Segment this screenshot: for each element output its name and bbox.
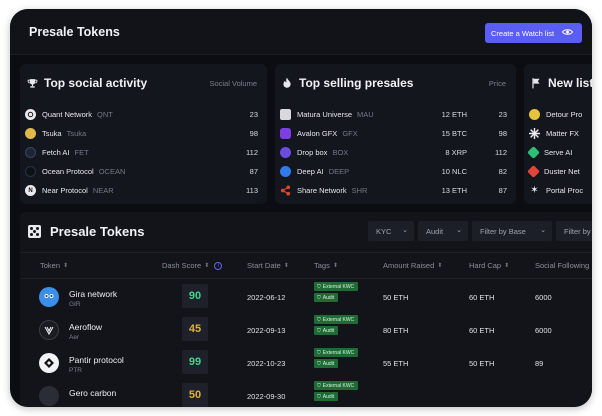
matter-icon — [529, 128, 540, 139]
detour-icon — [529, 109, 540, 120]
sort-icon: ⬍ — [504, 263, 510, 269]
sort-icon: ⬍ — [437, 263, 443, 269]
table-row[interactable]: Pantir protocol PTR 99 2022-10-23 ⛉ Exter… — [20, 346, 592, 379]
audit-filter[interactable]: Audit ⌄ — [418, 221, 468, 241]
list-item[interactable]: Matura Universe MAU 12 ETH 23 — [280, 105, 507, 124]
ocean-icon — [25, 166, 36, 177]
trophy-icon — [26, 77, 38, 89]
presale-tokens-panel: Presale Tokens KYC ⌄ Audit ⌄ Filter by Bas… — [20, 212, 592, 407]
table-title: Presale Tokens — [50, 224, 145, 239]
new-list-card: New list Detour Pro Matter FX Serve AI D… — [524, 64, 592, 204]
duster-icon — [527, 165, 540, 178]
sort-icon: ⬍ — [63, 263, 69, 269]
column-header-amount-raised[interactable]: Amount Raised ⬍ — [383, 261, 443, 270]
top-selling-presales-card: Top selling presales Price Matura Univer… — [275, 64, 516, 204]
flame-icon — [281, 77, 293, 89]
create-watchlist-button[interactable]: Create a Watch list — [485, 23, 582, 43]
shield-icon: ⛉ — [317, 360, 321, 367]
gira-icon — [39, 287, 59, 307]
app-window: Presale Tokens Create a Watch list Top s… — [10, 9, 592, 407]
tag-audit: ⛉ Audit — [314, 392, 339, 401]
shield-icon: ⛉ — [317, 316, 321, 323]
pantir-icon — [39, 353, 59, 373]
shield-icon: ⛉ — [317, 382, 321, 389]
dash-score: 99 — [182, 350, 208, 374]
table-row[interactable]: Aeroflow Aer 45 2022-09-13 ⛉ External KWC… — [20, 313, 592, 346]
aeroflow-icon — [39, 320, 59, 340]
tag-audit: ⛉ Audit — [314, 326, 339, 335]
tag-external-kwc: ⛉ External KWC — [314, 315, 359, 324]
flag-icon — [530, 77, 542, 89]
chevron-down-icon: ⌄ — [540, 227, 546, 234]
top-bar: Presale Tokens Create a Watch list — [10, 9, 592, 55]
shield-icon: ⛉ — [317, 327, 321, 334]
dropbox-icon — [280, 147, 291, 158]
card-title: Top social activity — [44, 76, 148, 90]
top-social-activity-card: Top social activity Social Volume Quant … — [20, 64, 267, 204]
shield-icon: ⛉ — [317, 283, 321, 290]
tsuka-icon — [25, 128, 36, 139]
list-item[interactable]: Drop box BOX 8 XRP 112 — [280, 143, 507, 162]
serve-icon — [527, 146, 540, 159]
list-item[interactable]: Share Network SHR 13 ETH 87 — [280, 181, 507, 200]
card-column-label: Social Volume — [209, 78, 257, 88]
quant-icon — [25, 109, 36, 120]
avalon-icon — [280, 128, 291, 139]
list-item[interactable]: Deep AI DEEP 10 NLC 82 — [280, 162, 507, 181]
share-network-icon — [280, 185, 291, 196]
list-item[interactable]: Tsuka Tsuka 98 — [25, 124, 258, 143]
tag-external-kwc: ⛉ External KWC — [314, 282, 359, 291]
near-icon: N — [25, 185, 36, 196]
list-item[interactable]: N Near Protocol NEAR 113 — [25, 181, 258, 200]
table-row[interactable]: Gero carbon 50 2022-09-30 ⛉ External KWC … — [20, 379, 592, 407]
table-row[interactable]: Gira network GIR 90 2022-06-12 ⛉ External… — [20, 280, 592, 313]
fetch-icon — [25, 147, 36, 158]
card-title: New list — [548, 76, 592, 90]
tag-audit: ⛉ Audit — [314, 293, 339, 302]
list-item[interactable]: Fetch AI FET 112 — [25, 143, 258, 162]
shield-icon: ⛉ — [317, 294, 321, 301]
list-item[interactable]: Quant Network QNT 23 — [25, 105, 258, 124]
column-header-token[interactable]: Token ⬍ — [40, 261, 69, 270]
shield-icon: ⛉ — [317, 393, 321, 400]
page-title: Presale Tokens — [29, 25, 120, 39]
sort-icon: ⬍ — [283, 263, 289, 269]
tag-external-kwc: ⛉ External KWC — [314, 381, 359, 390]
list-item[interactable]: Avalon GFX GFX 15 BTC 98 — [280, 124, 507, 143]
gero-icon — [39, 386, 59, 406]
list-item[interactable]: Ocean Protocol OCEAN 87 — [25, 162, 258, 181]
sort-icon: ⬍ — [332, 263, 338, 269]
deep-ai-icon — [280, 166, 291, 177]
sort-icon: ⬍ — [204, 263, 210, 269]
column-header-dash-score[interactable]: Dash Score ⬍ i — [162, 261, 223, 270]
chevron-down-icon: ⌄ — [402, 227, 408, 234]
base-filter[interactable]: Filter by Base ⌄ — [472, 221, 552, 241]
eye-icon — [561, 28, 574, 38]
matura-icon — [280, 109, 291, 120]
list-item[interactable]: Detour Pro — [529, 105, 592, 124]
column-header-social-following[interactable]: Social Following — [535, 261, 590, 270]
list-item[interactable]: Matter FX — [529, 124, 592, 143]
shield-icon: ⛉ — [317, 349, 321, 356]
tag-external-kwc: ⛉ External KWC — [314, 348, 359, 357]
chevron-down-icon: ⌄ — [456, 227, 462, 234]
column-header-hard-cap[interactable]: Hard Cap ⬍ — [469, 261, 510, 270]
info-icon[interactable]: i — [214, 261, 223, 270]
dash-score: 90 — [182, 284, 208, 308]
dice-icon — [28, 225, 41, 238]
portal-icon: ✶ — [530, 185, 539, 196]
more-filter[interactable]: Filter by — [556, 221, 592, 241]
tag-audit: ⛉ Audit — [314, 359, 339, 368]
list-item[interactable]: Duster Net — [527, 162, 592, 181]
kyc-filter[interactable]: KYC ⌄ — [368, 221, 414, 241]
list-item[interactable]: Serve AI — [527, 143, 592, 162]
column-header-start-date[interactable]: Start Date ⬍ — [247, 261, 289, 270]
card-column-label: Price — [488, 78, 506, 88]
dash-score: 45 — [182, 317, 208, 341]
create-watchlist-label: Create a Watch list — [491, 28, 555, 38]
list-item[interactable]: ✶ Portal Proc — [530, 185, 584, 196]
column-header-tags[interactable]: Tags ⬍ — [314, 261, 338, 270]
card-title: Top selling presales — [299, 76, 414, 90]
dash-score: 50 — [182, 383, 208, 407]
